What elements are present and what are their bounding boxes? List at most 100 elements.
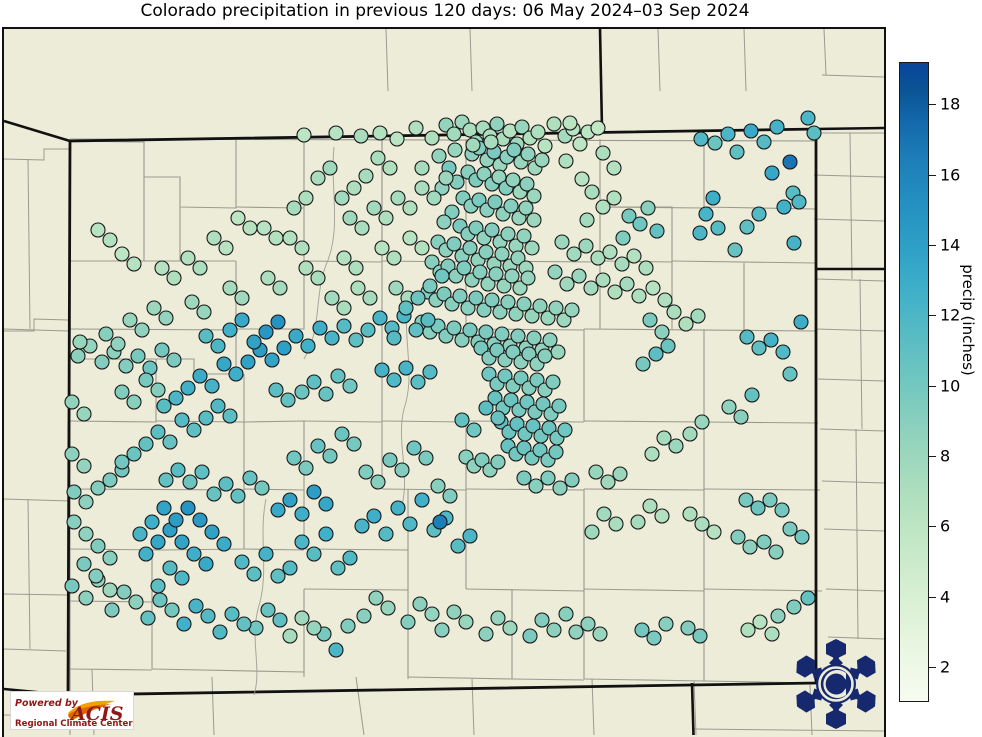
station-marker bbox=[180, 380, 196, 396]
station-marker bbox=[386, 250, 402, 266]
station-marker bbox=[556, 312, 572, 328]
station-marker bbox=[743, 123, 759, 139]
station-marker bbox=[424, 254, 440, 270]
station-marker bbox=[462, 528, 478, 544]
station-marker bbox=[170, 462, 186, 478]
station-marker bbox=[520, 270, 536, 286]
station-marker bbox=[218, 476, 234, 492]
station-marker bbox=[118, 358, 134, 374]
station-marker bbox=[508, 306, 524, 322]
station-marker bbox=[366, 508, 382, 524]
station-marker bbox=[551, 398, 567, 414]
station-marker bbox=[522, 628, 538, 644]
station-marker bbox=[519, 176, 535, 192]
station-marker bbox=[358, 464, 374, 480]
station-marker bbox=[156, 398, 172, 414]
station-marker bbox=[102, 472, 118, 488]
station-marker bbox=[534, 612, 550, 628]
station-marker bbox=[462, 240, 478, 256]
station-marker bbox=[434, 268, 450, 284]
station-marker bbox=[656, 430, 672, 446]
station-marker bbox=[282, 492, 298, 508]
station-marker bbox=[430, 478, 446, 494]
station-marker bbox=[434, 622, 450, 638]
station-marker bbox=[690, 308, 706, 324]
station-marker bbox=[348, 260, 364, 276]
station-marker bbox=[744, 387, 760, 403]
station-marker bbox=[342, 378, 358, 394]
station-marker bbox=[102, 550, 118, 566]
station-marker bbox=[174, 570, 190, 586]
station-marker bbox=[782, 521, 798, 537]
station-marker bbox=[524, 240, 540, 256]
station-marker bbox=[607, 284, 623, 300]
station-marker bbox=[698, 206, 714, 222]
station-marker bbox=[595, 199, 611, 215]
station-marker bbox=[638, 260, 654, 276]
station-marker bbox=[521, 346, 537, 362]
colorbar-tick-18 bbox=[929, 104, 936, 106]
station-marker bbox=[378, 526, 394, 542]
station-marker bbox=[76, 458, 92, 474]
station-marker bbox=[192, 260, 208, 276]
station-marker bbox=[693, 131, 709, 147]
station-marker bbox=[150, 534, 166, 550]
station-marker bbox=[180, 500, 196, 516]
station-marker bbox=[590, 120, 606, 136]
station-marker bbox=[206, 486, 222, 502]
station-marker bbox=[240, 354, 256, 370]
station-marker bbox=[471, 192, 487, 208]
station-marker bbox=[246, 334, 262, 350]
station-marker bbox=[705, 190, 721, 206]
station-marker bbox=[328, 125, 344, 141]
station-marker bbox=[480, 276, 496, 292]
colorbar-tick-label-16: 16 bbox=[940, 165, 961, 185]
station-marker bbox=[579, 212, 595, 228]
station-marker bbox=[506, 142, 522, 158]
station-marker bbox=[584, 524, 600, 540]
station-marker bbox=[336, 318, 352, 334]
station-marker bbox=[500, 294, 516, 310]
station-marker bbox=[76, 406, 92, 422]
station-marker bbox=[174, 534, 190, 550]
station-marker bbox=[462, 322, 478, 338]
station-marker bbox=[535, 396, 551, 412]
station-marker bbox=[446, 236, 462, 252]
colorbar-tick-14 bbox=[929, 244, 936, 246]
station-marker bbox=[468, 220, 484, 236]
station-marker bbox=[546, 116, 562, 132]
station-marker bbox=[557, 422, 573, 438]
station-marker bbox=[782, 366, 798, 382]
station-marker bbox=[216, 356, 232, 372]
station-marker bbox=[298, 190, 314, 206]
station-marker bbox=[729, 144, 745, 160]
station-marker bbox=[574, 171, 590, 187]
station-marker bbox=[707, 135, 723, 151]
station-marker bbox=[682, 426, 698, 442]
station-marker bbox=[168, 512, 184, 528]
station-marker bbox=[288, 328, 304, 344]
station-marker bbox=[545, 374, 561, 390]
station-marker bbox=[606, 190, 622, 206]
station-marker bbox=[608, 516, 624, 532]
station-marker bbox=[402, 516, 418, 532]
station-marker bbox=[483, 134, 499, 150]
station-marker bbox=[644, 446, 660, 462]
station-marker bbox=[764, 626, 780, 642]
acis-logo[interactable]: Powered by ACIS Regional Climate Centers bbox=[10, 691, 134, 730]
station-marker bbox=[548, 444, 564, 460]
station-marker bbox=[298, 460, 314, 476]
station-marker bbox=[654, 324, 670, 340]
station-marker bbox=[389, 131, 405, 147]
station-marker bbox=[537, 138, 553, 154]
station-marker bbox=[568, 624, 584, 640]
station-marker bbox=[306, 620, 322, 636]
station-marker bbox=[630, 514, 646, 530]
station-marker bbox=[488, 266, 504, 282]
station-marker bbox=[334, 426, 350, 442]
station-marker bbox=[422, 364, 438, 380]
station-marker bbox=[358, 168, 374, 184]
station-marker bbox=[756, 134, 772, 150]
station-marker bbox=[186, 422, 202, 438]
station-marker bbox=[558, 606, 574, 622]
